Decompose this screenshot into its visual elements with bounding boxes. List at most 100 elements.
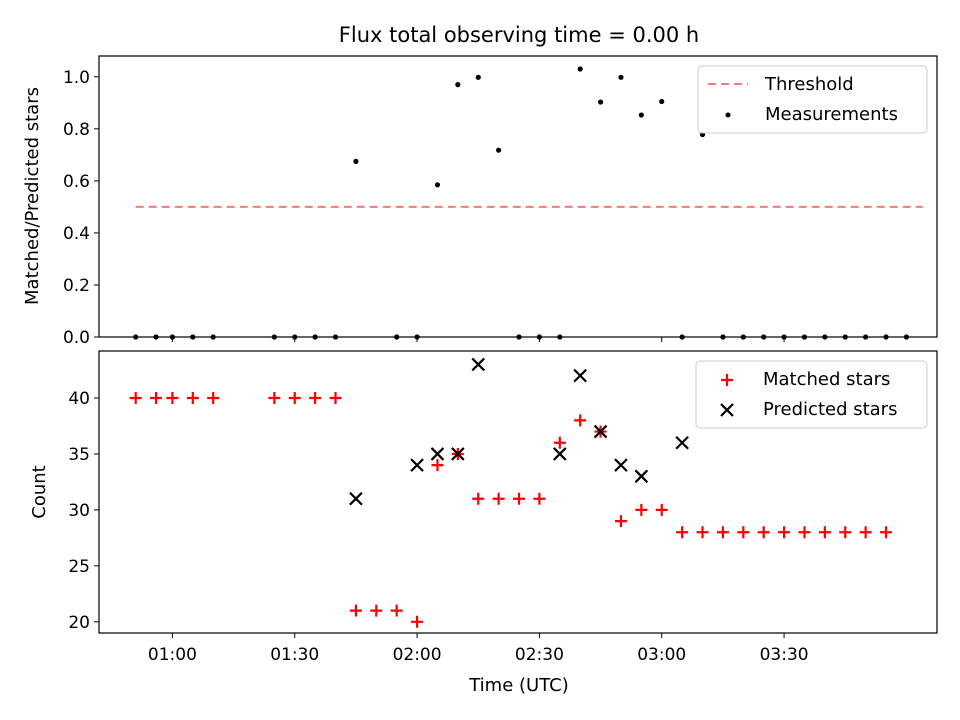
bottom-plot-frame: [98, 350, 938, 634]
legend-matched-label: Matched stars: [763, 369, 890, 390]
bottom-x-tick-label: 03:30: [760, 645, 809, 665]
matched-star-point: [716, 526, 729, 539]
predicted-star-point: [430, 447, 445, 461]
measurement-point: [475, 74, 481, 80]
bottom-x-tick-label: 03:00: [637, 645, 686, 665]
matched-star-point: [859, 526, 872, 539]
top-panel: Flux total observing time = 0.00 h 0.00.…: [22, 23, 938, 348]
legend-predicted-label: Predicted stars: [763, 399, 897, 420]
measurement-point: [679, 334, 685, 340]
bottom-y-tick-label: 20: [68, 613, 90, 633]
measurement-point: [618, 74, 624, 80]
predicted-star-point: [634, 469, 649, 484]
matched-star-point: [513, 492, 526, 505]
measurement-point: [536, 334, 543, 340]
matched-star-point: [268, 392, 281, 404]
matched-star-point: [655, 503, 668, 516]
top-legend-box: [697, 65, 928, 134]
matched-star-point: [492, 492, 505, 505]
measurement-point: [353, 158, 359, 164]
legend-measurements-label: Measurements: [765, 104, 898, 125]
measurement-point: [883, 334, 889, 340]
measurement-point: [133, 334, 139, 340]
matched-star-point: [696, 526, 709, 539]
matched-star-point: [880, 526, 893, 539]
measurement-point: [516, 334, 522, 340]
matched-star-point: [166, 392, 179, 404]
predicted-star-point: [553, 447, 567, 461]
bottom-x-tick-label: 01:00: [148, 645, 197, 665]
bottom-x-tick-label: 02:00: [393, 645, 442, 665]
measurement-point: [720, 334, 726, 340]
measurement-point: [414, 334, 420, 340]
bottom-legend: Matched stars Predicted stars: [695, 360, 928, 429]
measurement-point: [169, 334, 176, 340]
measurement-point: [455, 82, 461, 88]
measurement-point: [292, 334, 298, 340]
top-legend: Threshold Measurements: [697, 65, 928, 134]
measurement-point: [271, 334, 277, 340]
matched-star-point: [431, 459, 444, 472]
measurement-point: [332, 334, 339, 340]
predicted-star-point: [593, 424, 608, 439]
top-x-ticks: [171, 337, 785, 342]
matched-star-point: [390, 604, 403, 617]
measurement-point: [394, 334, 400, 340]
bottom-y-tick-label: 35: [68, 445, 90, 465]
matched-star-point: [635, 503, 648, 516]
matched-star-point: [798, 526, 811, 539]
bottom-x-tick-label: 01:30: [270, 645, 319, 665]
bottom-x-tick-label: 02:30: [515, 645, 564, 665]
legend-measurements-swatch: [725, 112, 731, 118]
matched-star-point: [553, 436, 566, 449]
top-y-tick-label: 0.6: [63, 172, 90, 192]
predicted-star-point: [573, 368, 587, 383]
matched-star-point: [309, 392, 322, 404]
measurement-point: [577, 66, 583, 72]
top-y-tick-label: 0.2: [63, 276, 90, 296]
top-y-tick-label: 0.4: [63, 224, 90, 244]
measurement-point: [801, 334, 808, 340]
matched-star-point: [757, 526, 770, 539]
measurement-point: [190, 334, 196, 340]
matched-star-point: [349, 604, 362, 617]
matched-star-point: [533, 492, 546, 505]
matched-star-point: [839, 526, 852, 539]
measurement-point: [842, 334, 848, 340]
matched-star-point: [329, 392, 342, 404]
measurement-point: [496, 147, 502, 153]
matched-star-point: [614, 515, 627, 528]
predicted-star-point: [675, 435, 689, 450]
legend-threshold-label: Threshold: [764, 74, 854, 95]
predicted-star-point: [410, 458, 424, 472]
bottom-panel: 20 25 30 35 40 01:00 01:30 02:00 02:30 03:00 03:3…: [29, 350, 938, 696]
predicted-star-point: [471, 357, 486, 372]
measurement-point: [740, 334, 746, 340]
matched-star-point: [676, 526, 689, 539]
measurement-point: [822, 334, 828, 340]
matched-star-point: [818, 526, 831, 539]
measurement-point: [781, 334, 787, 340]
matched-star-point: [411, 615, 424, 628]
matched-star-point: [574, 414, 587, 427]
bottom-y-ticks: 20 25 30 35 40: [68, 389, 99, 633]
measurement-point: [761, 334, 767, 340]
matched-star-point: [129, 392, 142, 404]
measurement-point: [434, 182, 441, 188]
matched-star-point: [150, 392, 163, 404]
predicted-star-point: [349, 491, 363, 506]
measurement-point: [638, 112, 644, 118]
x-axis-label: Time (UTC): [468, 675, 569, 696]
legend-predicted-swatch: [720, 403, 734, 417]
bottom-y-tick-label: 25: [68, 557, 90, 577]
matched-star-point: [186, 392, 199, 404]
matched-star-point: [288, 392, 301, 404]
predicted-stars-points: [349, 357, 689, 506]
top-y-ticks: 0.0 0.2 0.4 0.6 0.8 1.0: [63, 68, 99, 348]
measurement-points: [133, 66, 910, 340]
bottom-y-tick-label: 40: [68, 389, 90, 409]
chart-title: Flux total observing time = 0.00 h: [339, 23, 699, 47]
measurement-point: [557, 334, 563, 340]
measurement-point: [153, 334, 159, 340]
